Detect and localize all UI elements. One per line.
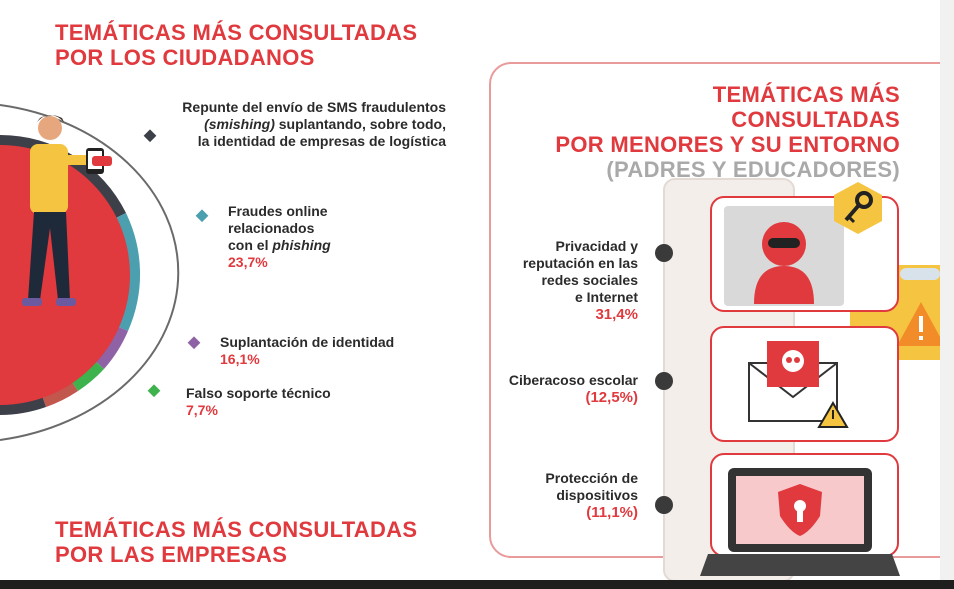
rail-dot-3 bbox=[655, 496, 673, 514]
marker-teal bbox=[195, 209, 209, 223]
pie-outer-arc bbox=[0, 104, 180, 441]
citizens-item-phishing: Fraudes online relacionados con el phish… bbox=[228, 203, 331, 270]
marker-purple bbox=[187, 336, 201, 350]
key-icon bbox=[834, 182, 882, 234]
rail-dot-1 bbox=[655, 244, 673, 262]
citizens-item-identity: Suplantación de identidad 16,1% bbox=[220, 334, 395, 367]
companies-title: TEMÁTICAS MÁS CONSULTADAS POR LAS EMPRES… bbox=[55, 517, 418, 567]
hacker-icon bbox=[724, 206, 844, 306]
minors-item-privacy: Privacidad y reputación en las redes soc… bbox=[522, 238, 638, 323]
right-edge-strip bbox=[940, 0, 954, 589]
marker-dark bbox=[143, 129, 157, 143]
rail-dot-2 bbox=[655, 372, 673, 390]
minors-title: TEMÁTICAS MÁS CONSULTADAS POR MENORES Y … bbox=[555, 82, 900, 182]
laptop-shield-icon bbox=[700, 468, 900, 576]
marker-green bbox=[147, 384, 161, 398]
warning-icon bbox=[897, 302, 945, 346]
minors-item-devices: Protección de dispositivos (11,1%) bbox=[545, 470, 638, 521]
minors-item-bullying: Ciberacoso escolar (12,5%) bbox=[508, 372, 638, 406]
citizens-pie-graphic bbox=[0, 104, 209, 441]
person-phone-icon bbox=[22, 115, 112, 306]
backdrop-bar bbox=[900, 268, 940, 280]
envelope-skull-icon bbox=[748, 341, 849, 428]
bottom-edge-bar bbox=[0, 580, 954, 589]
citizens-item-support: Falso soporte técnico 7,7% bbox=[186, 385, 331, 418]
citizens-item-smishing: Repunte del envío de SMS fraudulentos (s… bbox=[182, 99, 446, 149]
citizens-title: TEMÁTICAS MÁS CONSULTADAS POR LOS CIUDAD… bbox=[55, 20, 418, 70]
